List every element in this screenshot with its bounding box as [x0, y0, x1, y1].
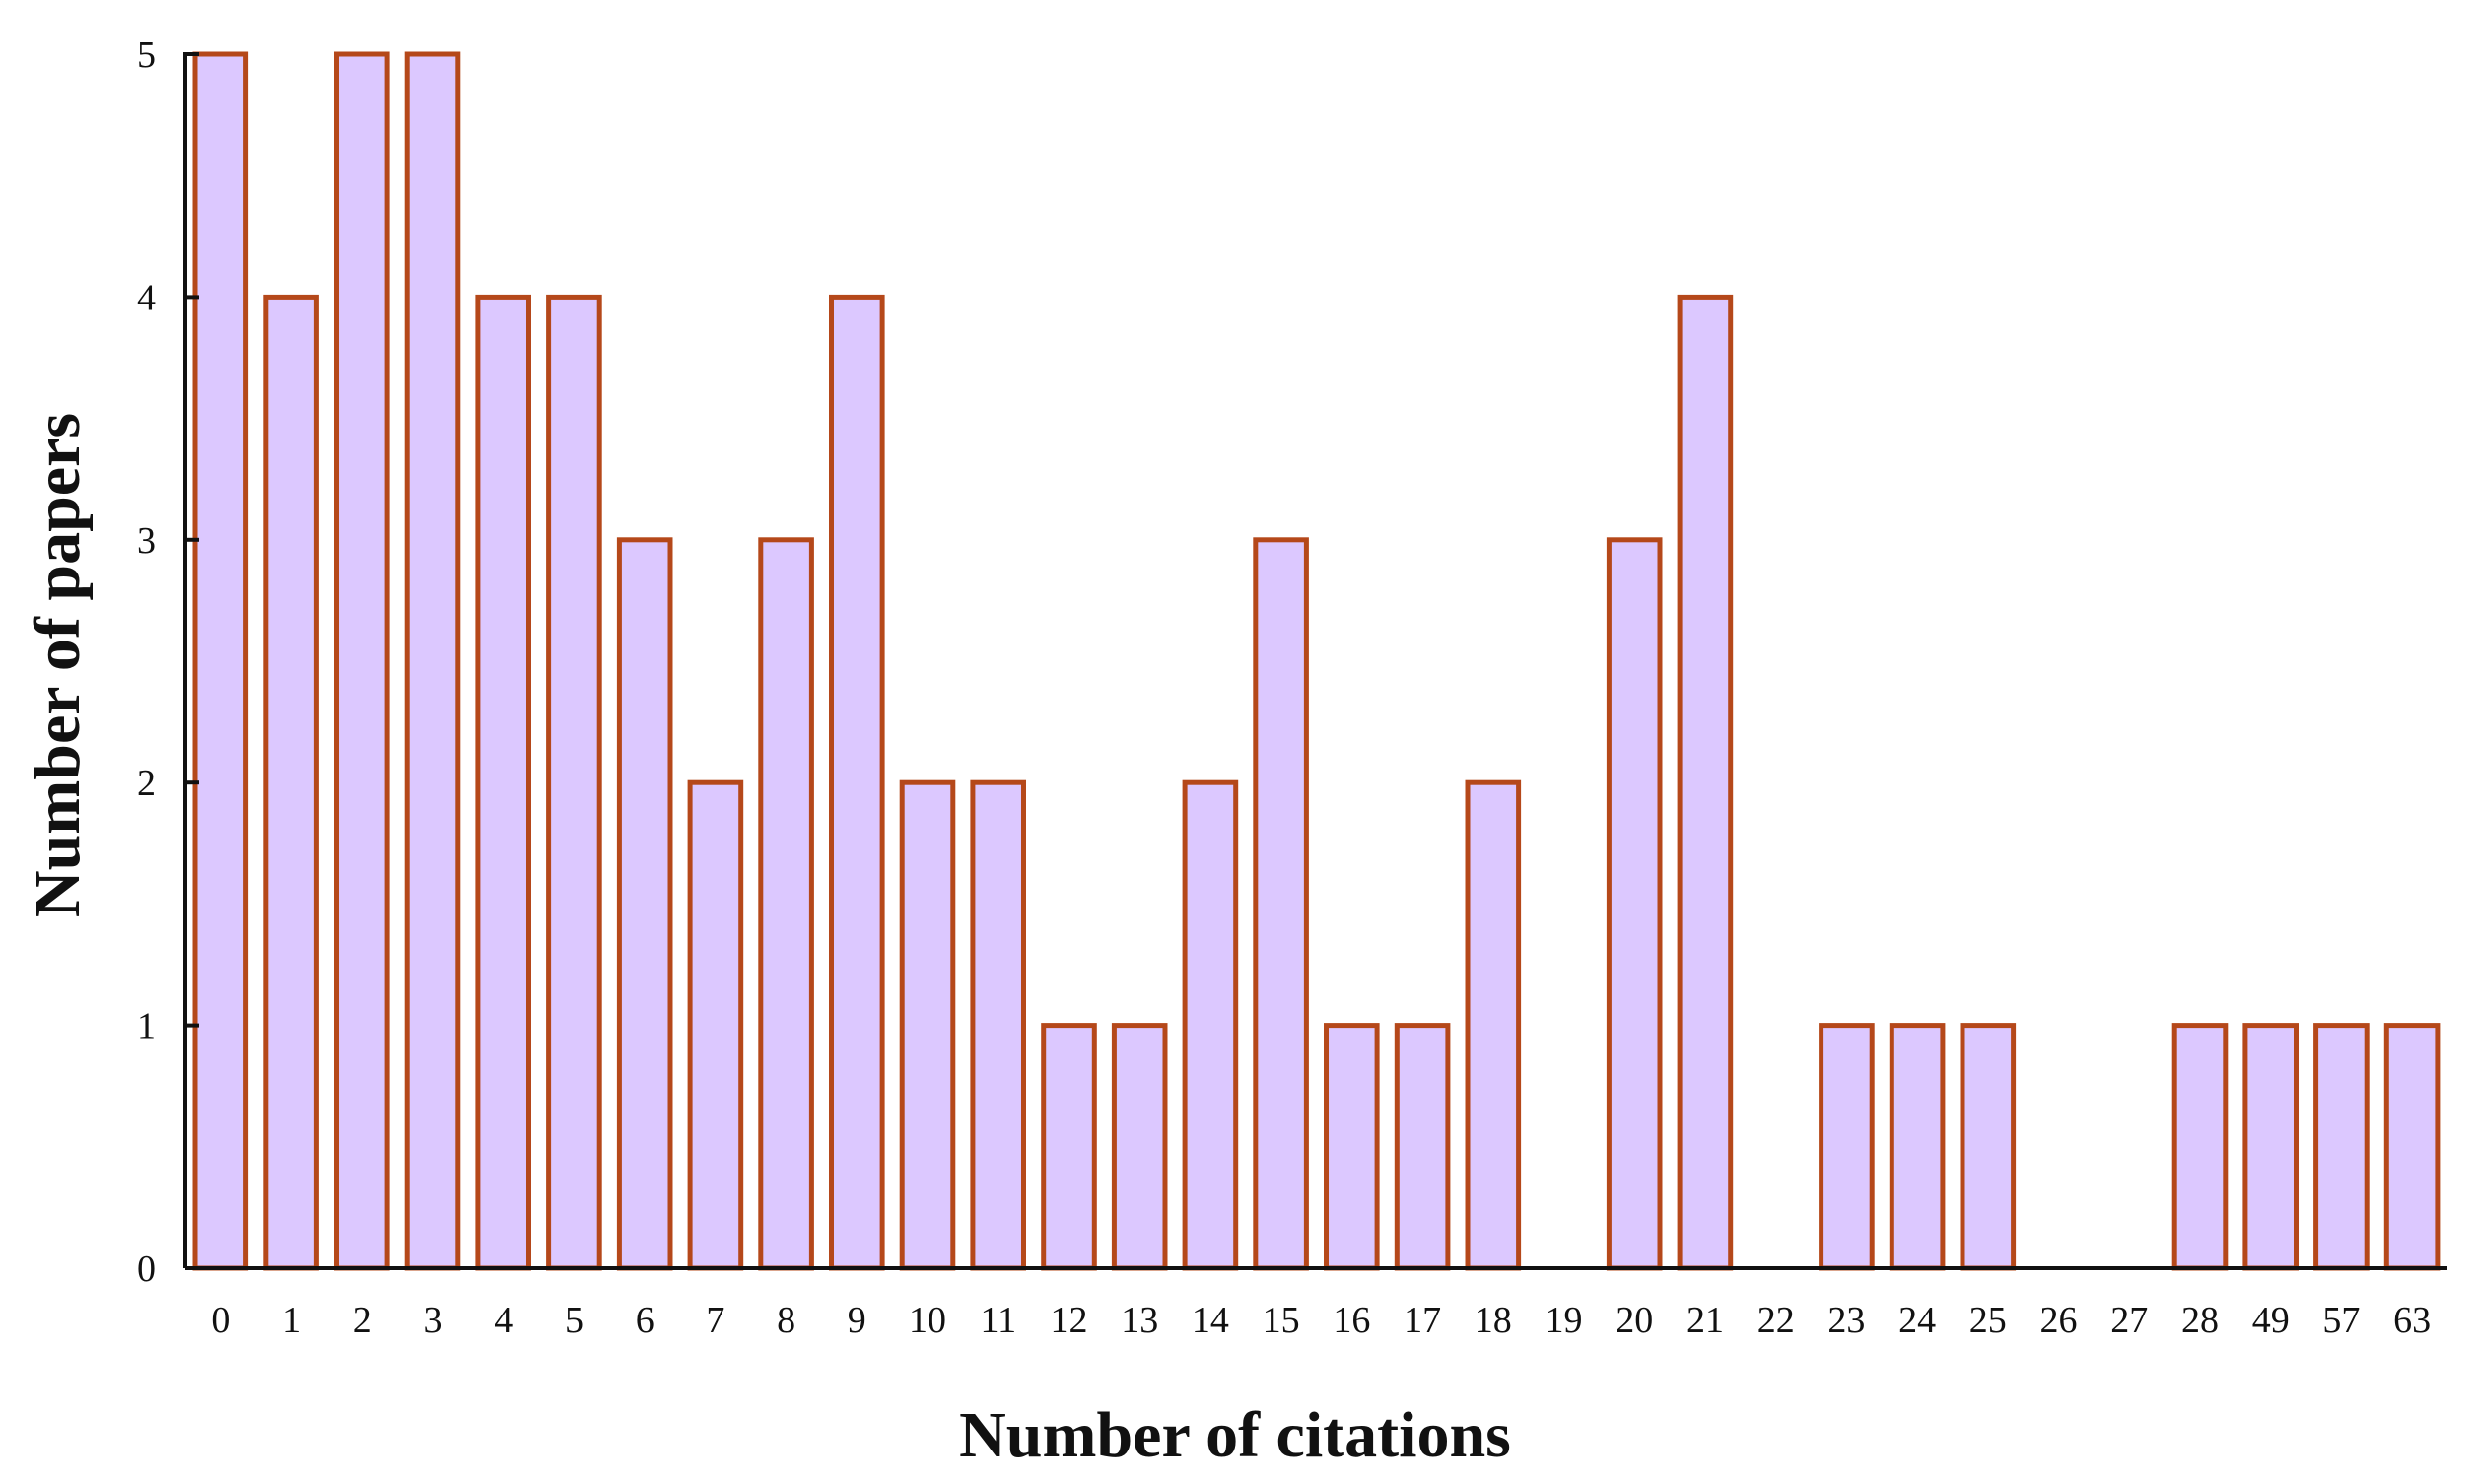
x-tick-label: 63 [2393, 1300, 2431, 1341]
x-tick-label: 17 [1404, 1300, 1441, 1341]
x-tick-label: 24 [1898, 1300, 1936, 1341]
x-tick-label: 11 [981, 1300, 1017, 1341]
x-tick-label: 21 [1686, 1300, 1724, 1341]
bar-14 [1182, 779, 1239, 1271]
y-tick-label: 0 [137, 1248, 156, 1290]
bar-1 [263, 294, 319, 1271]
y-tick-label: 3 [137, 520, 156, 562]
y-tick-label: 1 [137, 1006, 156, 1047]
x-tick-label: 6 [636, 1300, 654, 1341]
x-tick-label: 14 [1192, 1300, 1229, 1341]
bar-28 [2171, 1023, 2229, 1271]
bar-23 [1819, 1023, 1875, 1271]
bar-16 [1324, 1023, 1380, 1271]
bar-4 [475, 294, 531, 1271]
bar-63 [2383, 1023, 2441, 1271]
x-tick-label: 27 [2110, 1300, 2148, 1341]
x-tick-label: 28 [2181, 1300, 2219, 1341]
x-tick-label: 18 [1475, 1300, 1512, 1341]
x-tick-label: 5 [565, 1300, 584, 1341]
x-tick-label: 16 [1333, 1300, 1370, 1341]
bar-21 [1677, 294, 1734, 1271]
bar-17 [1394, 1023, 1451, 1271]
x-tick-label: 19 [1546, 1300, 1583, 1341]
bar-20 [1606, 537, 1663, 1271]
x-tick-label: 0 [211, 1300, 230, 1341]
x-ticks-group: 0 1 2 3 4 5 6 7 8 9 10 11 12 13 14 15 16 17 18 19 20 21 22 23 24… [211, 1300, 2431, 1341]
bar-13 [1111, 1023, 1168, 1271]
x-tick-label: 57 [2322, 1300, 2360, 1341]
x-tick-label: 26 [2040, 1300, 2078, 1341]
bar-5 [546, 294, 602, 1271]
bar-10 [899, 779, 956, 1271]
x-tick-label: 25 [1969, 1300, 2007, 1341]
y-axis-title: Number of papers [22, 413, 94, 917]
bar-57 [2313, 1023, 2370, 1271]
bar-0 [192, 51, 249, 1271]
x-tick-label: 20 [1616, 1300, 1653, 1341]
bar-2 [334, 51, 390, 1271]
bar-9 [829, 294, 885, 1271]
bar-6 [616, 537, 673, 1271]
x-tick-label: 8 [777, 1300, 795, 1341]
y-tick-label: 5 [137, 34, 156, 76]
x-tick-label: 2 [353, 1300, 372, 1341]
x-tick-label: 7 [706, 1300, 724, 1341]
bars-group [192, 51, 2441, 1271]
x-tick-label: 22 [1757, 1300, 1795, 1341]
x-tick-label: 4 [494, 1300, 513, 1341]
x-tick-label: 15 [1263, 1300, 1300, 1341]
x-tick-label: 23 [1827, 1300, 1865, 1341]
x-tick-label: 12 [1051, 1300, 1088, 1341]
x-tick-label: 9 [848, 1300, 866, 1341]
y-tick-label: 4 [137, 277, 156, 318]
bar-24 [1889, 1023, 1946, 1271]
bar-7 [687, 779, 744, 1271]
x-tick-label: 13 [1121, 1300, 1158, 1341]
x-tick-label: 10 [909, 1300, 946, 1341]
y-tick-label: 2 [137, 763, 156, 804]
x-tick-label: 3 [424, 1300, 443, 1341]
bar-11 [970, 779, 1027, 1271]
x-tick-label: 1 [282, 1300, 301, 1341]
bar-15 [1253, 537, 1309, 1271]
axes-group [183, 52, 2447, 1270]
x-tick-label: 49 [2252, 1300, 2290, 1341]
bar-8 [758, 537, 814, 1271]
bar-18 [1465, 779, 1522, 1271]
bar-49 [2242, 1023, 2299, 1271]
bar-3 [404, 51, 461, 1271]
bar-12 [1041, 1023, 1097, 1271]
bar-25 [1960, 1023, 2017, 1271]
y-ticks-group: 0 1 2 3 4 5 [137, 34, 199, 1290]
x-axis-title: Number of citations [959, 1399, 1511, 1471]
